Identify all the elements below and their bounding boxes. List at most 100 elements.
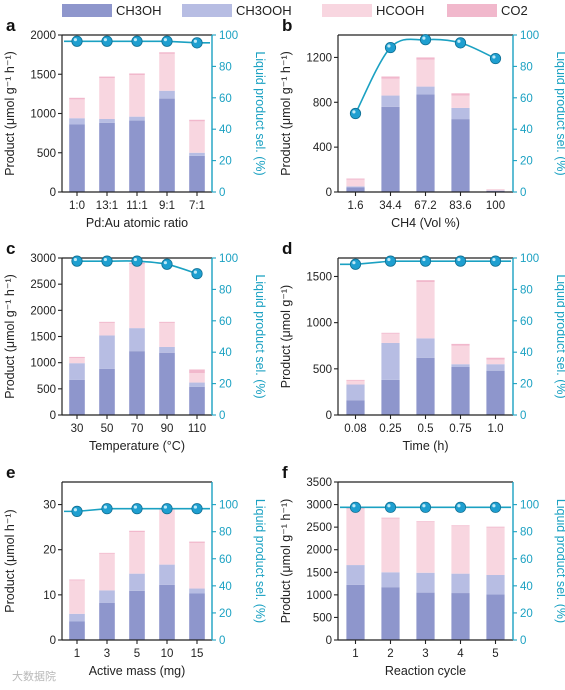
selectivity-point-highlight-d-2 [422,257,426,262]
selectivity-point-b-2 [419,34,432,46]
ytick-label-c: 2000 [30,305,56,317]
bar-e-ch3ooh-2 [129,573,145,591]
bar-d-ch3oh-3 [451,366,470,415]
selectivity-point-f-2 [419,501,432,513]
xtick-label-e: 5 [134,648,140,660]
bar-e-co2-0 [69,579,85,581]
bar-d-ch3oh-4 [486,370,505,415]
xtick-label-f: 4 [457,648,464,660]
xtick-label-f: 2 [387,648,393,660]
bar-e-ch3oh-3 [159,584,175,640]
selectivity-point-highlight-d-4 [492,257,496,262]
bar-c-co2-3 [159,321,175,323]
watermark: 大数据院 [12,669,56,683]
bar-d-ch3oh-2 [416,357,435,415]
bar-f-co2-4 [486,526,505,528]
bar-a-co2-0 [69,97,85,100]
bar-a-ch3oh-3 [159,98,175,192]
bar-c-ch3ooh-0 [69,363,85,380]
selectivity-point-b-3 [454,37,467,49]
bar-a-hcooh-3 [159,53,175,91]
bar-e-hcooh-1 [99,553,115,591]
bar-f-hcooh-2 [416,522,435,573]
bar-f-ch3oh-4 [486,594,505,640]
xtick-label-a: 7:1 [189,200,205,212]
selectivity-point-d-2 [419,255,432,267]
y2tick-label-b: 20 [520,156,533,168]
bar-a-ch3ooh-1 [99,118,115,123]
panel-label-e: e [6,463,15,482]
selectivity-point-highlight-f-1 [387,504,391,508]
y2tick-label-e: 80 [219,527,232,539]
panel-label-f: f [282,463,288,482]
panel-label-b: b [282,16,292,35]
legend-label-hcooh: HCOOH [376,3,424,18]
y2tick-label-c: 20 [219,379,232,391]
bar-a-hcooh-4 [189,121,205,153]
bar-c-ch3oh-1 [99,368,115,415]
bar-a-co2-2 [129,73,145,76]
selectivity-point-highlight-f-2 [422,504,426,508]
bar-b-co2-2 [416,57,435,60]
bar-d-hcooh-4 [486,359,505,365]
bar-d-ch3ooh-4 [486,364,505,371]
selectivity-point-b-0 [349,107,362,120]
y-axis-title-a: Product (μmol g⁻¹ h⁻¹) [3,51,17,176]
bar-a-hcooh-1 [99,78,115,119]
bar-a-ch3oh-1 [99,122,115,192]
xtick-label-e: 10 [161,648,174,660]
bar-d-hcooh-3 [451,345,470,365]
y2-axis-title-d: Liquid product sel. (%) [554,274,565,398]
panel-f: f 0 500 1000 1500 2000 2500 3000 3500 0 20 40 60 80 10… [279,463,565,678]
selectivity-point-highlight-b-4 [492,55,496,59]
bar-f-ch3ooh-2 [416,572,435,593]
selectivity-point-highlight-d-1 [387,257,391,262]
selectivity-point-d-1 [384,255,397,267]
y2tick-label-f: 80 [520,527,533,539]
y2tick-label-f: 100 [520,500,539,512]
bar-e-ch3oh-2 [129,590,145,640]
ytick-label-d: 0 [326,410,332,422]
selectivity-point-e-2 [131,503,143,515]
xtick-label-d: 0.25 [379,423,401,435]
bar-b-ch3oh-3 [451,119,470,192]
bar-d-co2-0 [346,379,365,381]
legend-label-ch3ooh: CH3OOH [236,3,292,18]
y2tick-label-f: 60 [520,554,533,566]
selectivity-point-highlight-b-1 [387,44,391,48]
y2tick-label-a: 0 [219,187,225,199]
ytick-label-f: 1500 [306,567,332,579]
ytick-label-b: 400 [313,142,332,154]
y-axis-title-f: Product (μmol g⁻¹ h⁻¹) [279,499,293,624]
panel-label-a: a [6,16,16,35]
selectivity-point-f-3 [454,501,467,513]
y2tick-label-d: 60 [520,316,533,328]
bar-d-ch3oh-0 [346,400,365,415]
selectivity-point-b-1 [384,41,397,54]
selectivity-point-highlight-f-4 [492,504,496,508]
selectivity-point-e-0 [71,505,83,517]
bar-e-ch3ooh-1 [99,590,115,603]
x-axis-title-a: Pd:Au atomic ratio [86,216,188,230]
y2tick-label-d: 0 [520,410,526,422]
y2tick-label-d: 100 [520,253,539,265]
bar-e-hcooh-2 [129,532,145,574]
panel-c: c 0 500 1000 1500 2000 2500 3000 0 20 40 60 80 100 30 5… [3,239,267,453]
xtick-label-d: 0.08 [344,423,366,435]
bar-d-co2-4 [486,357,505,360]
bar-c-ch3oh-3 [159,352,175,415]
selectivity-point-highlight-e-2 [133,505,137,509]
bar-e-co2-1 [99,552,115,554]
selectivity-point-highlight-f-0 [352,504,356,508]
panel-label-c: c [6,239,15,258]
bar-c-hcooh-1 [99,322,115,336]
bar-c-co2-1 [99,321,115,323]
bar-b-hcooh-3 [451,95,470,108]
xtick-label-c: 70 [131,423,144,435]
bar-f-ch3oh-1 [381,587,400,640]
selectivity-point-c-3 [161,258,173,270]
ytick-label-d: 500 [313,364,332,376]
bar-a-ch3ooh-4 [189,152,205,156]
y2tick-label-a: 20 [219,156,232,168]
